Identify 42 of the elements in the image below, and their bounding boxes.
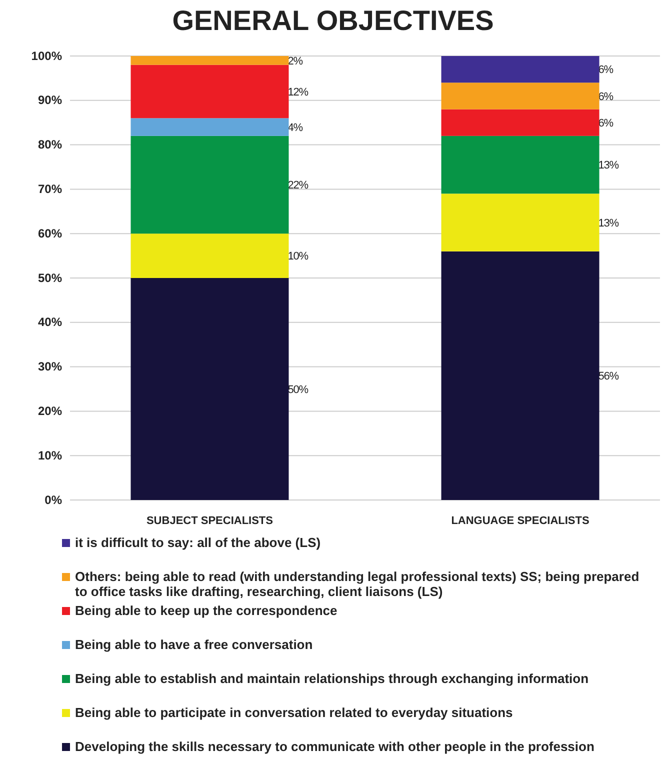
bar	[130, 56, 289, 65]
y-tick-label: 90%	[38, 93, 62, 108]
y-tick-label: 100%	[31, 48, 62, 63]
bar	[130, 234, 289, 278]
data-label: 12%	[288, 86, 309, 98]
bar	[130, 136, 289, 234]
bar	[441, 251, 600, 500]
legend-label: Being able to keep up the correspondence	[75, 603, 338, 618]
bar	[130, 278, 289, 500]
legend-label: Being able to establish and maintain relationships through exchanging information	[75, 671, 589, 686]
bar	[441, 194, 600, 252]
data-label: 10%	[288, 250, 309, 263]
x-tick-label: LANGUAGE SPECIALISTS	[451, 514, 590, 527]
bar	[441, 82, 600, 110]
x-tick-label: SUBJECT SPECIALISTS	[146, 514, 273, 527]
data-label: 6%	[598, 64, 614, 76]
data-label: 6%	[598, 90, 614, 103]
data-label: 2%	[288, 55, 304, 68]
bar	[441, 56, 600, 83]
legend-label: Being able to participate in conversation related to everyday situations	[75, 705, 513, 720]
y-tick-label: 80%	[38, 138, 62, 152]
chart-title: GENERAL OBJECTIVES	[172, 5, 494, 36]
data-label: 50%	[288, 384, 309, 396]
y-tick-label: 50%	[38, 270, 62, 285]
y-tick-label: 10%	[38, 448, 62, 462]
data-label: 22%	[288, 180, 309, 192]
y-tick-label: 40%	[38, 315, 62, 330]
bar	[441, 136, 600, 194]
y-tick-label: 60%	[38, 226, 62, 240]
legend-label: Others: being able to read (with understanding legal professional texts) SS; being prepared to office tasks like drafting, researching, client liaisons (LS)	[75, 569, 640, 599]
legend-label: Being able to have a free conversation	[75, 637, 313, 652]
y-tick-label: 20%	[38, 404, 62, 418]
legend-label: Developing the skills necessary to communicate with other people in the profession	[75, 739, 594, 754]
data-label: 4%	[288, 122, 304, 134]
bar	[130, 64, 289, 118]
bar	[441, 109, 600, 136]
y-tick-label: 70%	[38, 182, 62, 196]
legend-label: it is difficult to say: all of the above (LS)	[75, 535, 321, 550]
data-label: 6%	[598, 117, 614, 130]
y-tick-label: 0%	[44, 492, 62, 507]
y-tick-label: 30%	[38, 360, 62, 374]
bar	[130, 118, 289, 136]
